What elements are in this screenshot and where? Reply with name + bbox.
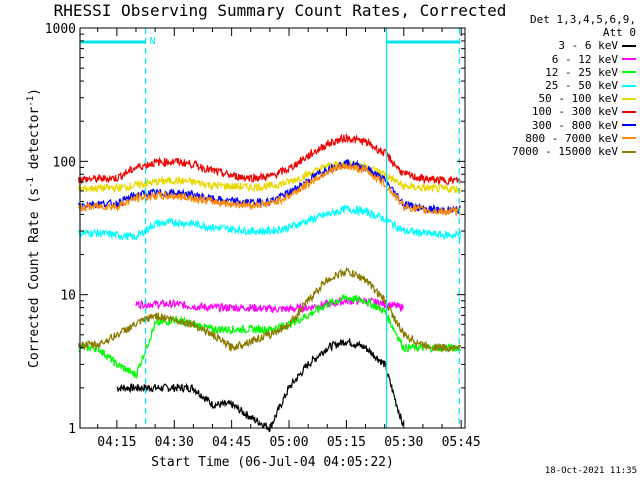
legend-entry-7: 800 - 7000 keV xyxy=(486,132,636,145)
legend-swatch xyxy=(622,137,636,140)
x-tick-label: 05:15 xyxy=(327,435,366,450)
legend-swatch xyxy=(622,84,636,87)
chart-title: RHESSI Observing Summary Count Rates, Co… xyxy=(53,1,507,20)
series-line-3 xyxy=(78,203,462,241)
legend-label: 100 - 300 keV xyxy=(531,105,618,119)
x-axis-label: Start Time (06-Jul-04 04:05:22) xyxy=(151,455,394,470)
legend-label: 7000 - 15000 keV xyxy=(512,144,618,158)
series-line-4 xyxy=(78,160,462,194)
legend-entry-0: 3 - 6 keV xyxy=(486,39,636,52)
legend-label: 6 - 12 keV xyxy=(551,52,618,66)
night-marker: N xyxy=(150,36,156,47)
y-tick-label: 1000 xyxy=(45,22,76,37)
x-tick-label: 05:00 xyxy=(269,435,308,450)
legend-entries: 3 - 6 keV 6 - 12 keV 12 - 25 keV 25 - 50 ke… xyxy=(486,39,636,158)
legend-label: 50 - 100 keV xyxy=(538,92,618,106)
y-tick-label: 10 xyxy=(60,289,76,304)
legend-entry-2: 12 - 25 keV xyxy=(486,66,636,79)
series-line-7 xyxy=(78,162,461,216)
series-line-0 xyxy=(116,338,404,433)
x-tick-label: 04:30 xyxy=(155,435,194,450)
legend-entry-5: 100 - 300 keV xyxy=(486,105,636,118)
series-line-2 xyxy=(78,293,462,380)
legend-header-line-2: Att 0 xyxy=(602,26,636,40)
legend-label: 800 - 7000 keV xyxy=(525,131,618,145)
legend-label: 12 - 25 keV xyxy=(545,65,618,79)
plot-frame xyxy=(79,27,466,429)
legend-entry-3: 25 - 50 keV xyxy=(486,79,636,92)
y-tick-label: 100 xyxy=(53,155,76,170)
legend-label: 25 - 50 keV xyxy=(545,78,618,92)
legend: Det 1,3,4,5,6,9, Att 0 3 - 6 keV 6 - 12 k… xyxy=(486,13,636,158)
legend-swatch xyxy=(622,124,636,127)
legend-entry-1: 6 - 12 keV xyxy=(486,53,636,66)
legend-swatch xyxy=(622,97,636,100)
legend-label: 300 - 800 keV xyxy=(531,118,618,132)
legend-label: 3 - 6 keV xyxy=(558,39,618,53)
legend-entry-6: 300 - 800 keV xyxy=(486,119,636,132)
legend-header-line-1: Det 1,3,4,5,6,9, xyxy=(530,13,636,26)
legend-swatch xyxy=(622,45,636,47)
legend-swatch xyxy=(622,71,636,74)
x-tick-label: 04:45 xyxy=(212,435,251,450)
series-line-1 xyxy=(135,295,404,314)
x-tick-label: 05:30 xyxy=(384,435,423,450)
legend-swatch xyxy=(622,150,636,153)
legend-swatch xyxy=(622,110,636,113)
series-line-8 xyxy=(78,266,462,354)
timestamp: 18-Oct-2021 11:35 xyxy=(544,466,637,476)
legend-entry-4: 50 - 100 keV xyxy=(486,92,636,105)
x-tick-label: 04:15 xyxy=(97,435,136,450)
y-tick-label: 1 xyxy=(68,422,76,437)
series-line-5 xyxy=(78,132,462,186)
x-tick-label: 05:45 xyxy=(442,435,481,450)
legend-entry-8: 7000 - 15000 keV xyxy=(486,145,636,158)
legend-swatch xyxy=(622,58,636,61)
